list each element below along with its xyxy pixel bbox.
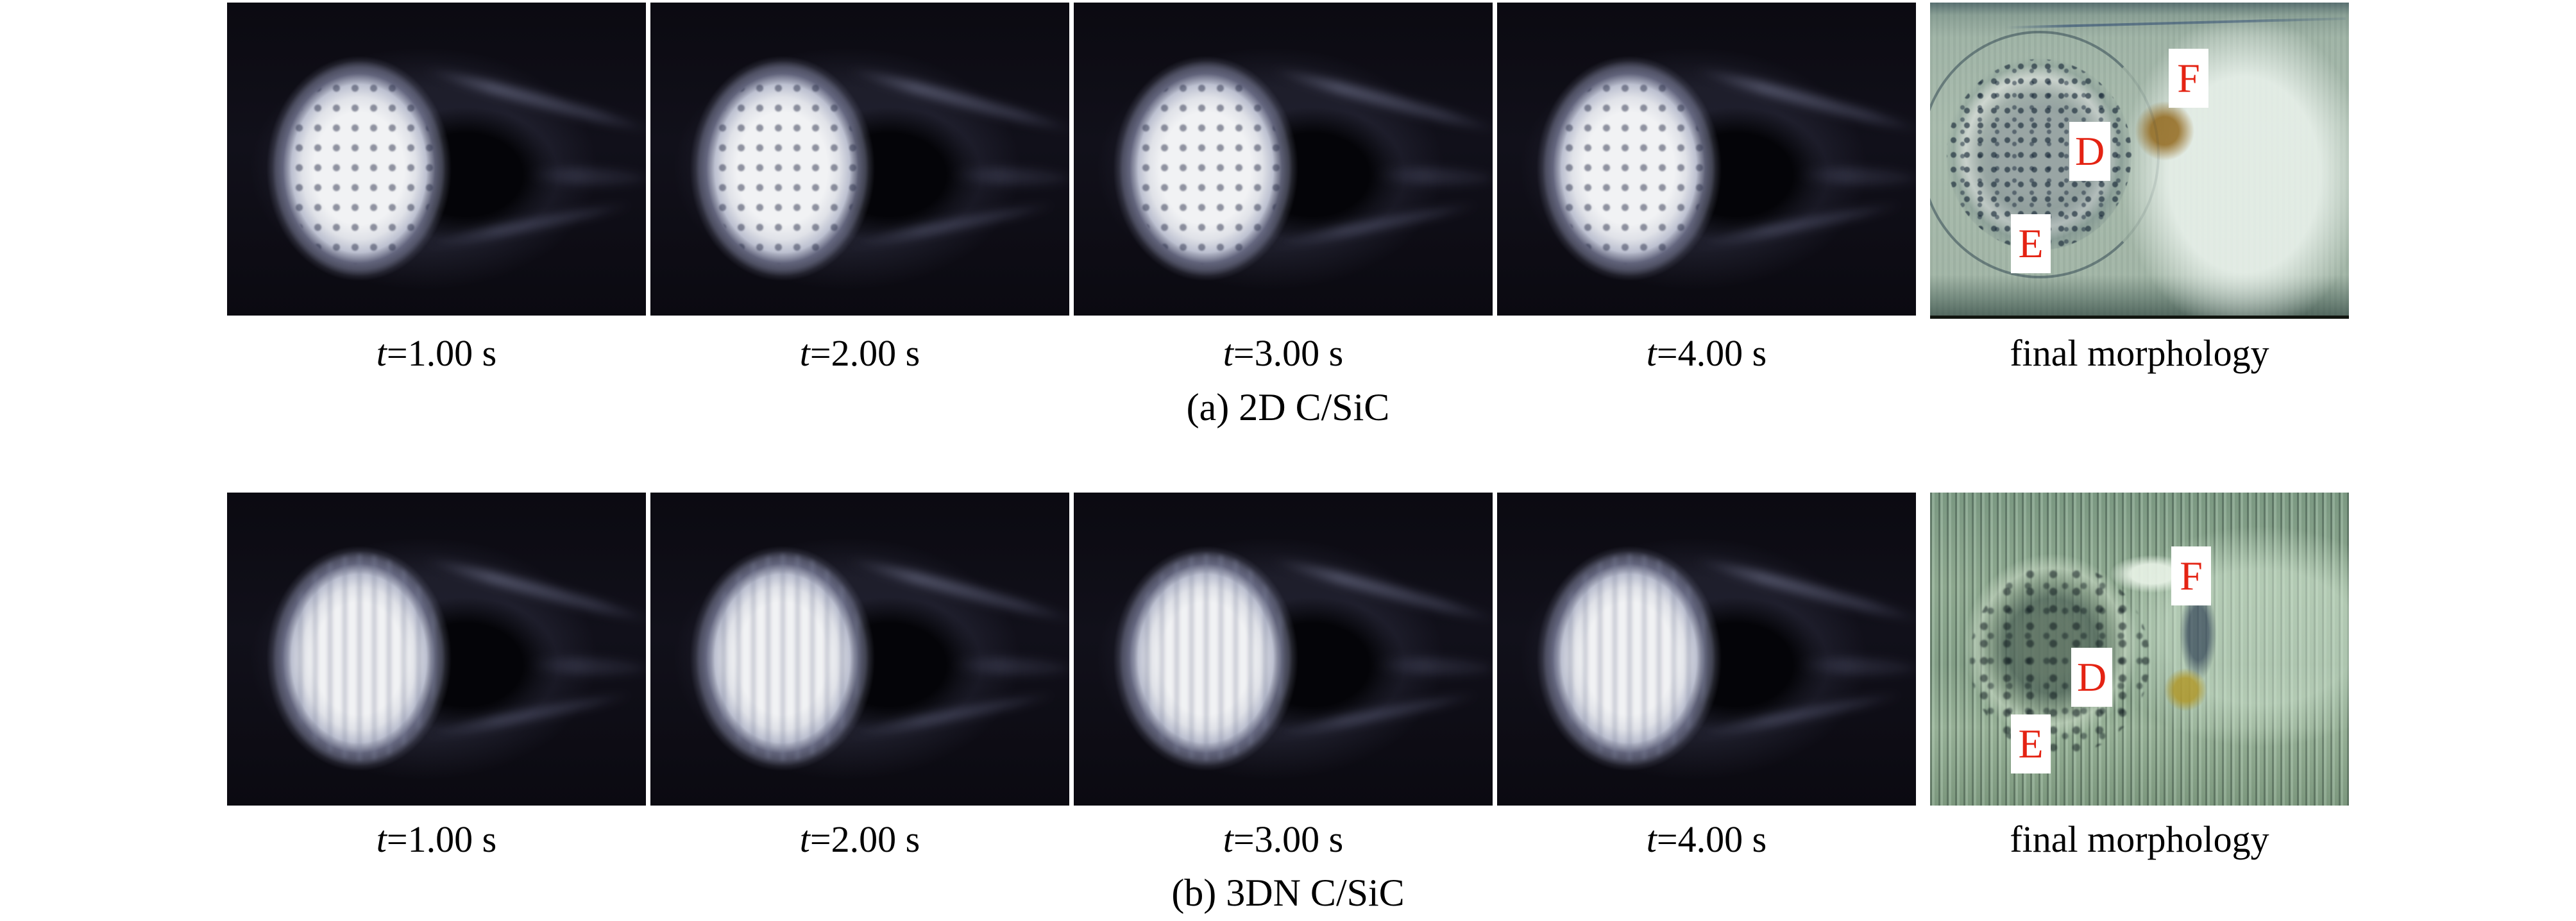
wake-tail [1798, 165, 1916, 187]
woven-grid-texture [1133, 73, 1282, 264]
ablation-photo-a-t4 [1497, 3, 1916, 316]
wake-arc-lower [1693, 199, 1904, 251]
frame-caption: t=4.00 s [1497, 332, 1916, 375]
time-value: =4.00 s [1656, 332, 1767, 374]
fiber-streak-texture [1130, 554, 1287, 761]
time-value: =3.00 s [1233, 818, 1344, 860]
wake-arc-upper [845, 63, 1069, 137]
time-variable: t [1223, 332, 1233, 374]
wake-arc-upper [1268, 553, 1493, 627]
time-value: =2.00 s [809, 818, 920, 860]
wake-arc-lower [423, 689, 634, 741]
morphology-caption: final morphology [2010, 818, 2269, 860]
subcaption-a: (a) 2D C/SiC [1186, 386, 1390, 428]
panel-a-caption-row: t=1.00 s t=2.00 s t=3.00 s t=4.00 s fina… [0, 319, 2576, 387]
fiber-streak-texture [284, 554, 440, 761]
time-value: =1.00 s [386, 818, 497, 860]
wake-arc-upper [1691, 63, 1916, 137]
fiber-streak-texture [707, 554, 863, 761]
point-label-d: D [2071, 648, 2113, 707]
time-value: =4.00 s [1656, 818, 1767, 860]
time-variable: t [376, 332, 387, 374]
final-morphology-photo-b: F D E [1930, 493, 2349, 806]
panel-a-frame-strip: F D E [0, 3, 2576, 319]
time-variable: t [1223, 818, 1233, 860]
morphology-caption: final morphology [2010, 332, 2269, 374]
time-variable: t [376, 818, 387, 860]
wake-arc-lower [1693, 689, 1904, 741]
wake-arc-lower [423, 199, 634, 251]
wake-arc-upper [1268, 63, 1493, 137]
wake-tail [1375, 655, 1493, 677]
panel-b: F D E t=1.00 s t=2.00 s t=3.00 s t=4.00 … [0, 493, 2576, 918]
wake-arc-upper [845, 553, 1069, 627]
time-variable: t [799, 818, 810, 860]
ablation-photo-a-t2 [650, 3, 1069, 316]
wake-arc-lower [847, 689, 1057, 741]
point-label-f: F [2169, 49, 2208, 108]
frame-caption: t=1.00 s [227, 818, 646, 861]
woven-grid-texture [709, 73, 858, 264]
ablation-photo-a-t3 [1074, 3, 1493, 316]
fiber-streak-texture [1554, 554, 1710, 761]
time-value: =2.00 s [809, 332, 920, 374]
ablation-photo-a-t1 [227, 3, 646, 316]
panel-a: F D E t=1.00 s t=2.00 s t=3.00 s t=4.00 … [0, 0, 2576, 433]
time-value: =1.00 s [386, 332, 497, 374]
wake-tail [951, 165, 1069, 187]
panel-b-caption-row: t=1.00 s t=2.00 s t=3.00 s t=4.00 s fina… [0, 806, 2576, 872]
time-variable: t [799, 332, 810, 374]
ablated-surface-texture [1970, 564, 2149, 756]
time-variable: t [1646, 332, 1657, 374]
subcaption-b: (b) 3DN C/SiC [1171, 872, 1405, 914]
wake-tail [528, 165, 646, 187]
point-label-d: D [2069, 122, 2111, 181]
ablation-photo-b-t3 [1074, 493, 1493, 806]
wake-arc-lower [847, 199, 1057, 251]
panel-b-frame-strip: F D E [0, 493, 2576, 806]
wake-tail [1375, 165, 1493, 187]
wake-arc-upper [421, 63, 646, 137]
wake-tail [951, 655, 1069, 677]
woven-grid-texture [1556, 73, 1705, 264]
point-label-e: E [2011, 714, 2051, 773]
frame-caption: t=2.00 s [650, 818, 1069, 861]
time-variable: t [1646, 818, 1657, 860]
point-label-e: E [2011, 214, 2051, 273]
ablation-photo-b-t2 [650, 493, 1069, 806]
wake-tail [1798, 655, 1916, 677]
wake-tail [528, 655, 646, 677]
final-morphology-photo-a: F D E [1930, 3, 2349, 319]
frame-caption: t=2.00 s [650, 332, 1069, 375]
ablation-photo-b-t1 [227, 493, 646, 806]
frame-caption: t=1.00 s [227, 332, 646, 375]
frame-caption: t=3.00 s [1074, 818, 1493, 861]
wake-arc-upper [421, 553, 646, 627]
frame-caption: t=3.00 s [1074, 332, 1493, 375]
ablation-photo-b-t4 [1497, 493, 1916, 806]
frame-caption: t=4.00 s [1497, 818, 1916, 861]
wake-arc-lower [1270, 199, 1480, 251]
time-value: =3.00 s [1233, 332, 1344, 374]
woven-grid-texture [286, 73, 435, 264]
wake-arc-upper [1691, 553, 1916, 627]
wake-arc-lower [1270, 689, 1480, 741]
point-label-f: F [2171, 546, 2211, 605]
